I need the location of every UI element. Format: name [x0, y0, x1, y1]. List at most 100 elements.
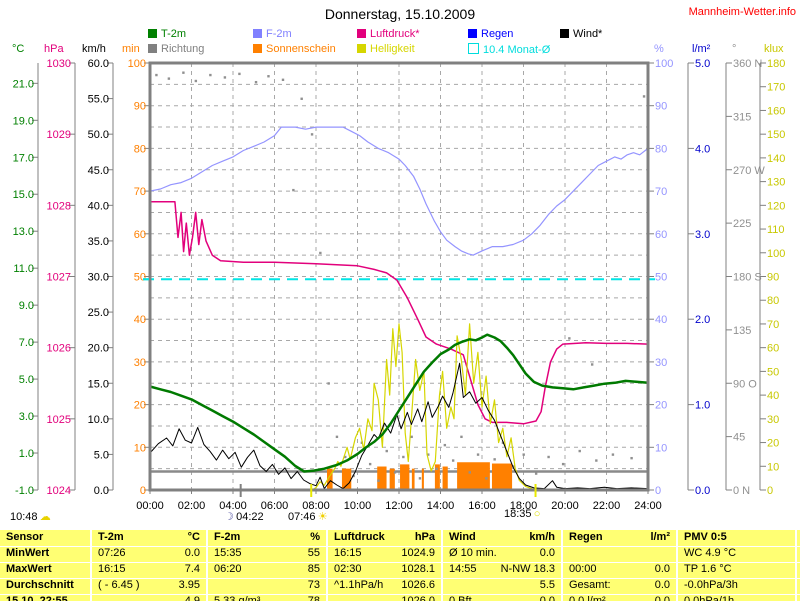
- svg-text:02:00: 02:00: [178, 500, 206, 512]
- svg-text:360 N: 360 N: [733, 58, 762, 70]
- cell-value: 85: [307, 563, 320, 575]
- svg-text:20:00: 20:00: [551, 500, 579, 512]
- svg-text:0.0: 0.0: [695, 485, 710, 497]
- legend-item-wind-: Wind*: [560, 28, 602, 40]
- svg-text:160: 160: [767, 105, 785, 117]
- svg-text:270 W: 270 W: [733, 165, 765, 177]
- wind-axis-unit-label: km/h: [82, 43, 106, 55]
- sunshine-axis-unit-label: min: [122, 43, 140, 55]
- cell-value: 78: [307, 595, 320, 601]
- svg-text:80: 80: [655, 143, 667, 155]
- row-label: 15.10, 22:55: [6, 595, 68, 601]
- column-separator: [676, 530, 678, 601]
- legend-label: Regen: [481, 28, 514, 40]
- cell-value: l/m²: [650, 531, 670, 543]
- cell-value: 3.95: [178, 579, 200, 591]
- event-time-label: 10:48: [10, 511, 38, 523]
- svg-text:15.0: 15.0: [88, 378, 109, 390]
- row-separator: [0, 562, 800, 563]
- svg-text:5.0: 5.0: [94, 449, 109, 461]
- cell-text: 16:15: [334, 547, 362, 559]
- event-time-label: 07:46: [288, 511, 316, 523]
- cell-text: PMV 0:5: [684, 531, 727, 543]
- svg-text:16:00: 16:00: [468, 500, 496, 512]
- svg-text:24:00: 24:00: [634, 500, 662, 512]
- svg-text:70: 70: [134, 186, 146, 198]
- cell-text: TP 1.6 °C: [684, 563, 732, 575]
- legend-label: Luftdruck*: [370, 28, 420, 40]
- cell-value: 1028.1: [401, 563, 435, 575]
- cloud-icon: ☁: [39, 511, 51, 523]
- svg-text:70: 70: [655, 186, 667, 198]
- svg-text:1028: 1028: [47, 200, 71, 212]
- sunset-icon: ○: [533, 508, 541, 520]
- svg-text:45: 45: [733, 432, 745, 444]
- svg-text:15.0: 15.0: [13, 189, 34, 201]
- column-separator: [206, 530, 208, 601]
- page-title: Donnerstag, 15.10.2009: [324, 6, 476, 22]
- svg-text:3.0: 3.0: [19, 411, 34, 423]
- svg-text:80: 80: [134, 143, 146, 155]
- svg-text:1029: 1029: [47, 129, 71, 141]
- svg-text:80: 80: [767, 295, 779, 307]
- cell-value: km/h: [529, 531, 555, 543]
- cell-text: WC 4.9 °C: [684, 547, 737, 559]
- cell-value: 0.0: [539, 547, 555, 559]
- legend-swatch-icon: [357, 44, 366, 53]
- sunshine-axis: 0 10 20 30 40 50 60 70 80 90 100: [128, 58, 150, 497]
- svg-text:130: 130: [767, 177, 785, 189]
- legend-label: Helligkeit: [370, 43, 415, 55]
- svg-text:10: 10: [655, 442, 667, 454]
- cell-text: 07:26: [98, 547, 126, 559]
- pressure-axis: 1024 1025 1026 1027 1028 1029 1030: [47, 58, 76, 497]
- svg-text:11.0: 11.0: [13, 263, 34, 275]
- legend-swatch-icon: [468, 29, 477, 38]
- svg-text:-1.0: -1.0: [15, 485, 34, 497]
- series-helligkeit: [311, 323, 536, 491]
- svg-text:180 S: 180 S: [733, 272, 762, 284]
- cell-text: Regen: [569, 531, 603, 543]
- cell-text: 0.0hPa/1h: [684, 595, 735, 601]
- svg-text:18:00: 18:00: [510, 500, 538, 512]
- svg-text:100: 100: [655, 58, 673, 70]
- svg-text:1.0: 1.0: [19, 448, 34, 460]
- legend-swatch-icon: [253, 44, 262, 53]
- svg-text:1025: 1025: [47, 414, 71, 426]
- svg-text:110: 110: [767, 224, 785, 236]
- svg-text:120: 120: [767, 200, 785, 212]
- legend-swatch-icon: [560, 29, 569, 38]
- series-f-2m: [149, 126, 649, 256]
- pressure-axis-unit-label: hPa: [44, 43, 64, 55]
- brand-link[interactable]: Mannheim-Wetter.info: [688, 6, 796, 18]
- svg-text:90: 90: [655, 101, 667, 113]
- svg-text:04:00: 04:00: [219, 500, 247, 512]
- legend-label: F-2m: [266, 28, 292, 40]
- svg-text:0: 0: [140, 485, 146, 497]
- svg-text:1027: 1027: [47, 272, 71, 284]
- svg-text:10: 10: [134, 442, 146, 454]
- svg-text:150: 150: [767, 129, 785, 141]
- svg-text:10: 10: [767, 461, 779, 473]
- cell-text: 02:30: [334, 563, 362, 575]
- moonrise-time: ☽ 04:22: [224, 510, 264, 523]
- svg-text:5.0: 5.0: [695, 58, 710, 70]
- svg-text:90: 90: [134, 101, 146, 113]
- column-separator: [561, 530, 563, 601]
- cell-text: 14:55: [449, 563, 477, 575]
- legend-item-richtung: Richtung: [148, 43, 204, 55]
- cell-value: 0.0: [539, 595, 555, 601]
- svg-text:1030: 1030: [47, 58, 71, 70]
- cell-text: 00:00: [569, 563, 597, 575]
- cell-text: Luftdruck: [334, 531, 385, 543]
- cell-value: 1026.6: [401, 579, 435, 591]
- svg-text:100: 100: [128, 58, 146, 70]
- svg-text:40: 40: [655, 314, 667, 326]
- rain-axis: 0.0 1.0 2.0 3.0 4.0 5.0: [687, 58, 710, 497]
- svg-text:170: 170: [767, 82, 785, 94]
- rain-axis-unit-label: l/m²: [692, 43, 711, 55]
- cell-value: 1024.9: [401, 547, 435, 559]
- svg-text:60.0: 60.0: [88, 58, 109, 70]
- cell-text: 06:20: [214, 563, 242, 575]
- svg-text:50: 50: [134, 272, 146, 284]
- humidity-axis: 0 10 20 30 40 50 60 70 80 90 100: [648, 58, 673, 497]
